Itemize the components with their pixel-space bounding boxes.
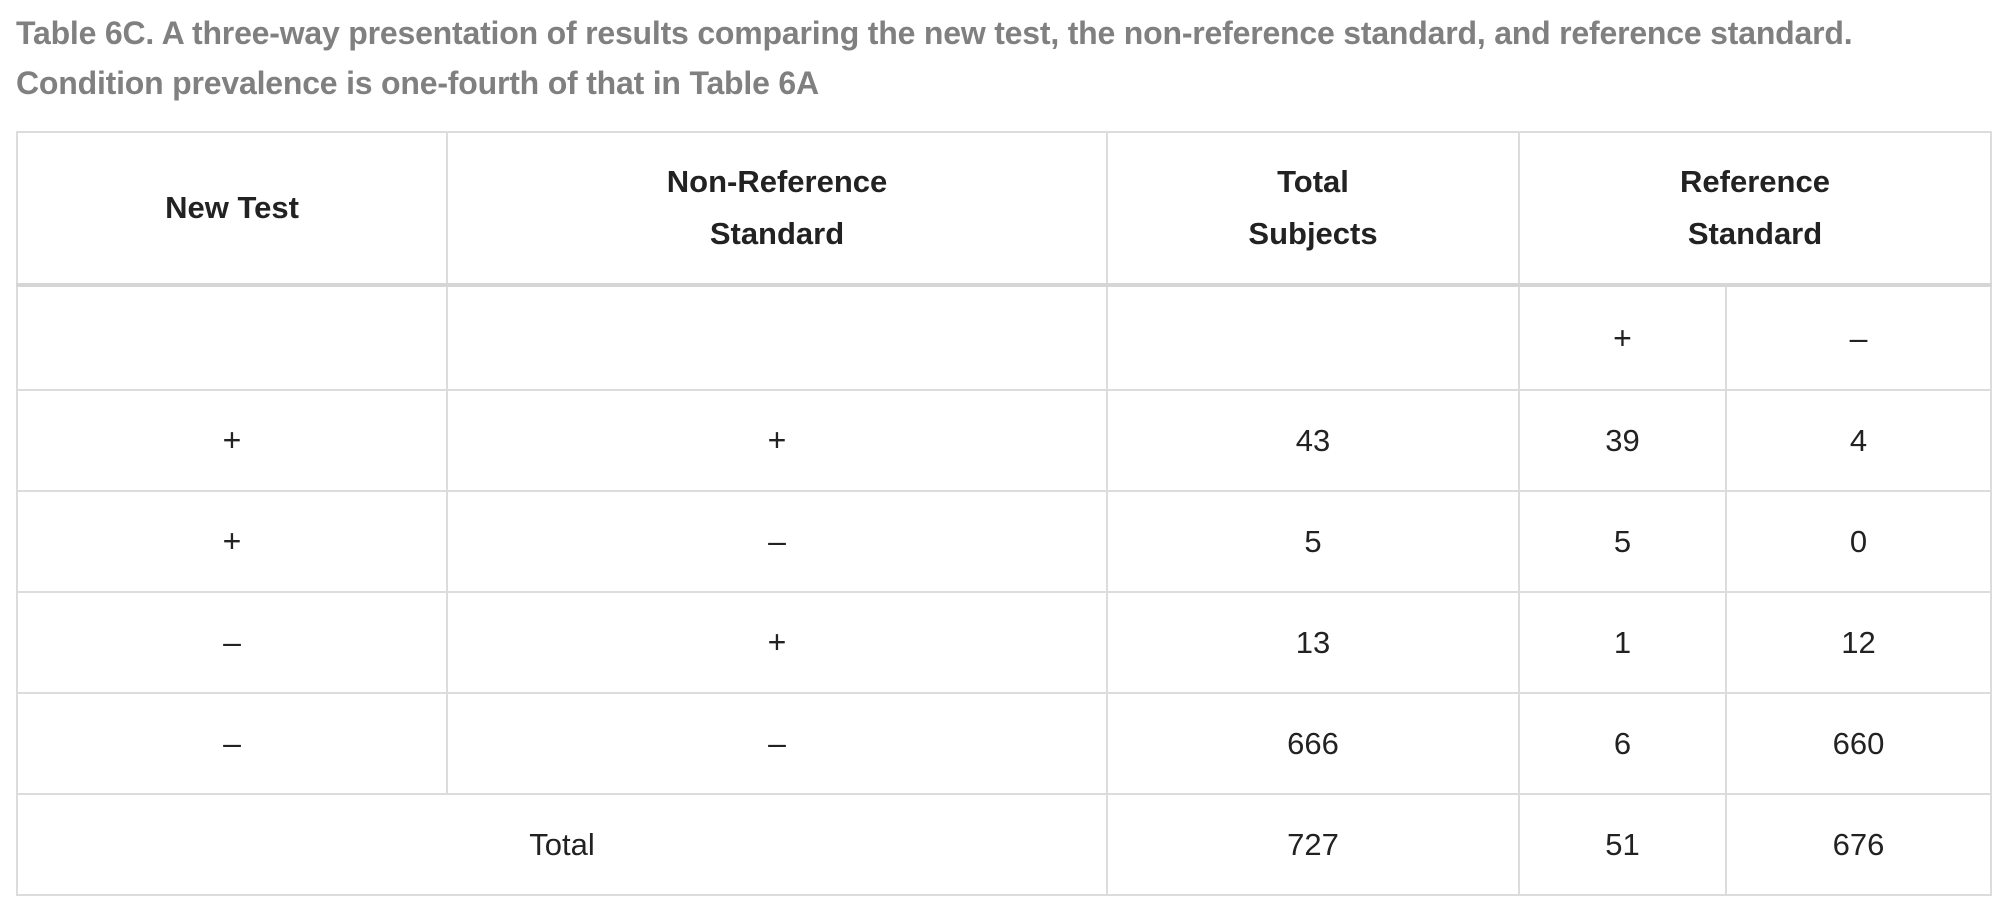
results-table: New Test Non-Reference Standard Total Su…	[16, 131, 1993, 896]
sign: +	[222, 523, 242, 559]
table-row: – – 666 6 660	[16, 692, 1993, 795]
header-non-reference-standard: Non-Reference Standard	[446, 131, 1108, 286]
empty-cell	[446, 284, 1108, 391]
totals-row: Total 727 51 676	[16, 793, 1993, 896]
cell-reference-positive: 6	[1518, 692, 1727, 795]
cell-non-reference: –	[446, 490, 1108, 593]
cell-new-test: +	[16, 389, 448, 492]
header-reference-standard: Reference Standard	[1517, 131, 1993, 286]
cell-reference-positive: 5	[1518, 490, 1727, 593]
cell-total-subjects: 666	[1106, 692, 1520, 795]
cell-reference-positive: 39	[1518, 389, 1727, 492]
totals-total-subjects: 727	[1106, 793, 1520, 896]
cell-reference-negative: 660	[1724, 692, 1993, 795]
header-new-test-label: New Test	[165, 190, 299, 225]
cell-new-test: –	[16, 692, 448, 795]
header-non-reference-line2: Standard	[709, 216, 845, 251]
sign: +	[222, 422, 242, 458]
sign: +	[1613, 319, 1632, 356]
cell-non-reference: –	[446, 692, 1108, 795]
cell-reference-negative: 12	[1724, 591, 1993, 694]
totals-reference-positive: 51	[1518, 793, 1727, 896]
header-total-subjects-line1: Total	[1277, 164, 1349, 199]
cell-total-subjects: 13	[1106, 591, 1520, 694]
table-row: + + 43 39 4	[16, 389, 1993, 492]
sign: –	[768, 725, 786, 761]
sign: +	[767, 624, 787, 660]
table-row: – + 13 1 12	[16, 591, 1993, 694]
subheader-reference-positive: +	[1518, 284, 1727, 391]
subheader-reference-negative: –	[1724, 284, 1993, 391]
totals-label: Total	[16, 793, 1108, 896]
totals-reference-negative: 676	[1724, 793, 1993, 896]
subheader-row: + –	[16, 284, 1993, 391]
cell-reference-positive: 1	[1518, 591, 1727, 694]
table-caption: Table 6C. A three-way presentation of re…	[16, 15, 1853, 101]
empty-cell	[1106, 284, 1520, 391]
sign: –	[1849, 319, 1868, 356]
cell-non-reference: +	[446, 389, 1108, 492]
empty-cell	[16, 284, 448, 391]
header-total-subjects-line2: Subjects	[1248, 216, 1378, 251]
table-row: + – 5 5 0	[16, 490, 1993, 593]
sign: –	[223, 725, 241, 761]
cell-reference-negative: 4	[1724, 389, 1993, 492]
cell-new-test: –	[16, 591, 448, 694]
cell-non-reference: +	[446, 591, 1108, 694]
header-non-reference-line1: Non-Reference	[666, 164, 888, 199]
cell-total-subjects: 43	[1106, 389, 1520, 492]
sign: –	[223, 624, 241, 660]
cell-new-test: +	[16, 490, 448, 593]
header-new-test: New Test	[16, 131, 448, 286]
cell-reference-negative: 0	[1724, 490, 1993, 593]
header-row: New Test Non-Reference Standard Total Su…	[16, 131, 1993, 286]
cell-total-subjects: 5	[1106, 490, 1520, 593]
sign: –	[768, 523, 786, 559]
header-reference-line2: Standard	[1687, 216, 1823, 251]
header-reference-line1: Reference	[1680, 164, 1830, 199]
sign: +	[767, 422, 787, 458]
header-total-subjects: Total Subjects	[1106, 131, 1520, 286]
